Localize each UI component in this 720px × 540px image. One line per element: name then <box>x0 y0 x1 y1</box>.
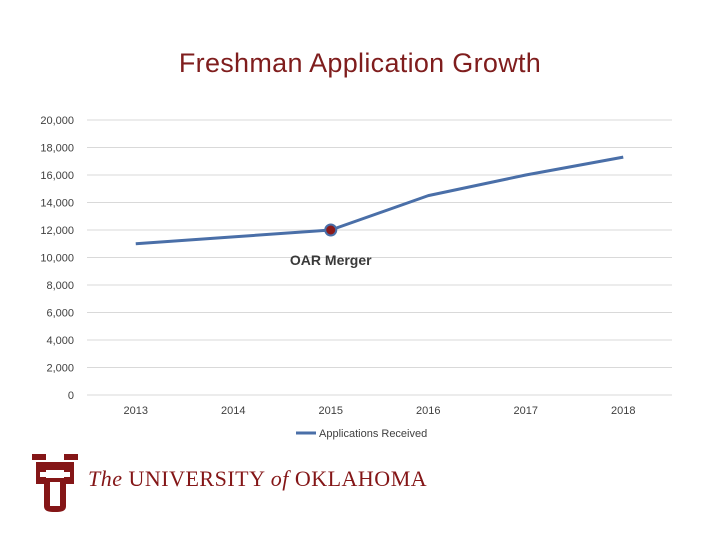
y-tick-label: 14,000 <box>40 198 74 210</box>
y-tick-label: 4,000 <box>46 335 74 347</box>
y-axis-ticks: 0 2,000 4,000 6,000 8,000 10,000 12,000 14,000 1… <box>40 115 74 402</box>
y-tick-label: 8,000 <box>46 280 74 292</box>
university-wordmark: The UNIVERSITY of OKLAHOMA <box>88 466 428 491</box>
legend: Applications Received <box>296 428 427 440</box>
annotations: OAR Merger <box>290 223 372 268</box>
x-tick-label: 2015 <box>319 405 343 417</box>
series-lines <box>135 155 624 246</box>
x-tick-label: 2014 <box>221 405 245 417</box>
chart-title: Freshman Application Growth <box>178 48 542 78</box>
annotation-marker <box>324 223 338 237</box>
x-tick-label: 2016 <box>416 405 440 417</box>
y-tick-label: 12,000 <box>40 225 74 237</box>
y-tick-label: 2,000 <box>46 363 74 375</box>
y-tick-label: 20,000 <box>40 115 74 127</box>
y-tick-label: 6,000 <box>46 308 74 320</box>
ou-monogram-icon <box>32 454 78 512</box>
y-tick-label: 16,000 <box>40 170 74 182</box>
university-logo: The UNIVERSITY of OKLAHOMA <box>30 448 450 518</box>
gridlines <box>87 119 672 396</box>
y-tick-label: 18,000 <box>40 143 74 155</box>
x-tick-label: 2018 <box>611 405 635 417</box>
x-axis-ticks: 2013 2014 2015 2016 2017 2018 <box>124 405 636 417</box>
x-tick-label: 2017 <box>514 405 538 417</box>
line-chart: 0 2,000 4,000 6,000 8,000 10,000 12,000 14,000 1… <box>40 115 672 440</box>
x-tick-label: 2013 <box>124 405 148 417</box>
y-tick-label: 0 <box>68 390 74 402</box>
series-line <box>135 155 624 246</box>
annotation-label: OAR Merger <box>290 252 372 268</box>
y-tick-label: 10,000 <box>40 253 74 265</box>
legend-label: Applications Received <box>319 428 427 440</box>
